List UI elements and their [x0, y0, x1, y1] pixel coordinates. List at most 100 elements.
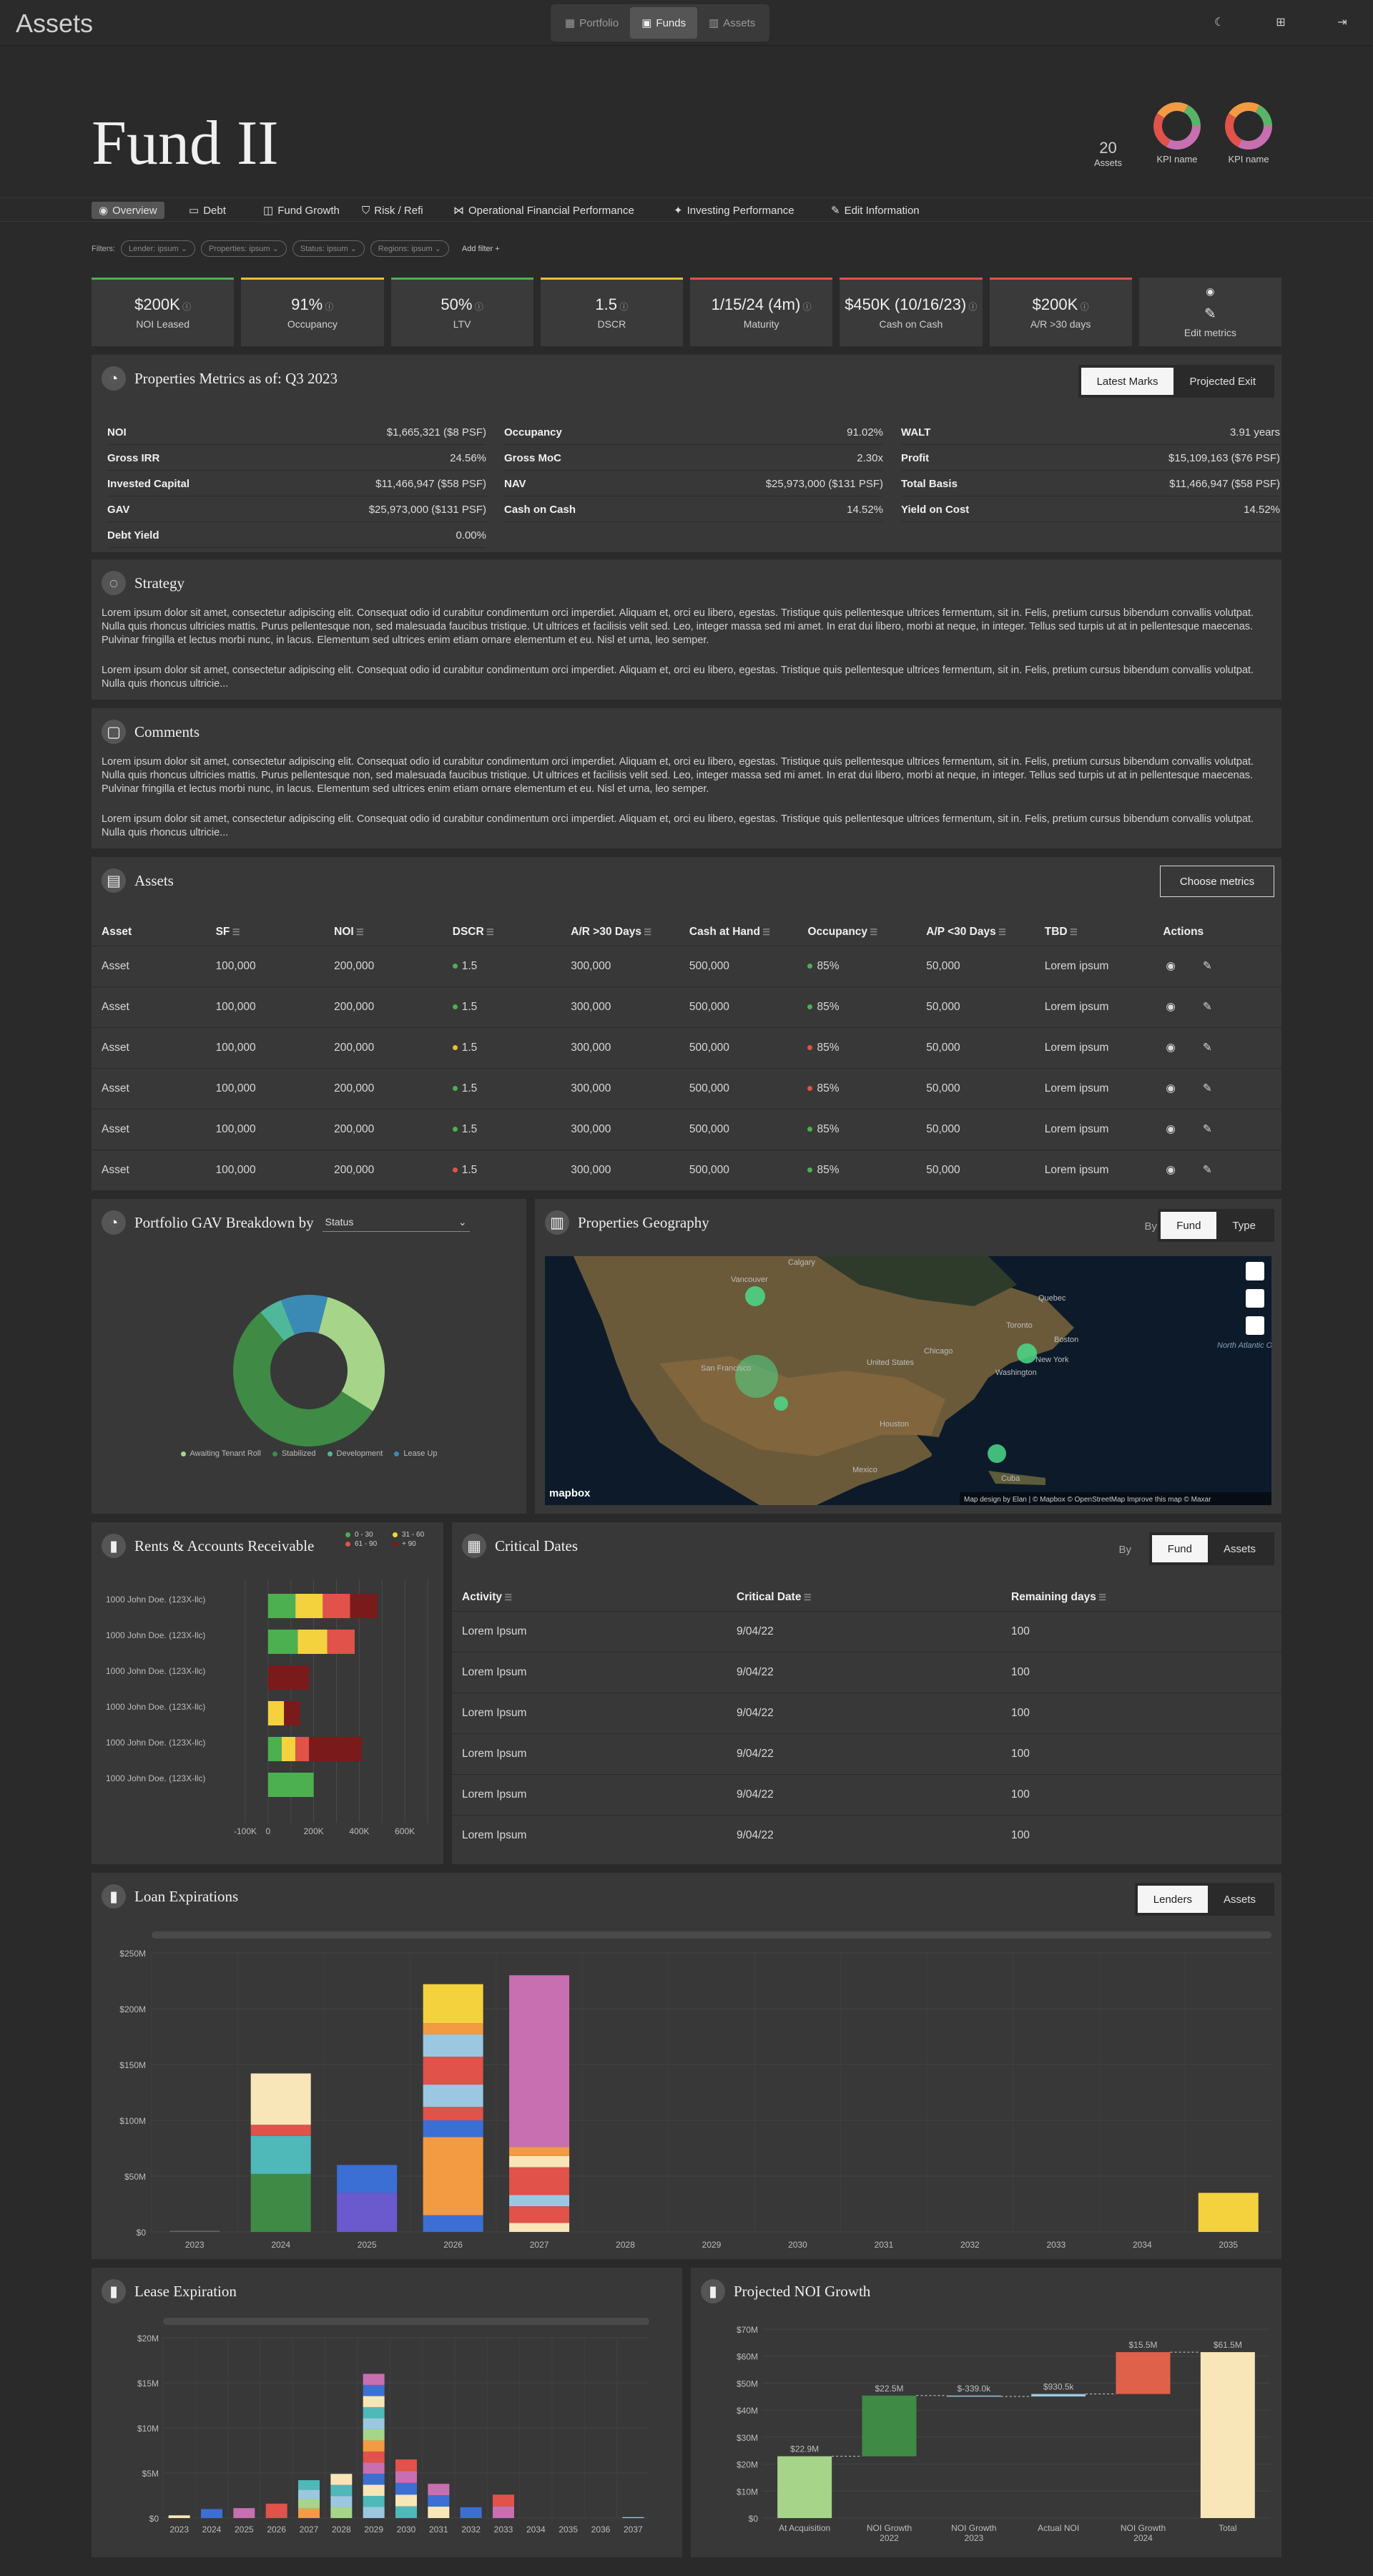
- column-header[interactable]: Activity ☰: [452, 1584, 727, 1611]
- bar-segment[interactable]: [363, 2451, 385, 2463]
- projected-exit-button[interactable]: Projected Exit: [1189, 375, 1256, 388]
- info-icon[interactable]: ⓘ: [966, 302, 978, 312]
- choose-metrics-button[interactable]: Choose metrics: [1160, 866, 1274, 897]
- bar-segment[interactable]: [363, 2507, 385, 2518]
- table-row[interactable]: Lorem Ipsum 9/04/22 100: [452, 1773, 1281, 1815]
- bar-segment[interactable]: [267, 1665, 310, 1690]
- pencil-icon[interactable]: ✎: [1202, 960, 1212, 972]
- bar-segment[interactable]: [509, 2195, 570, 2207]
- column-header[interactable]: TBD ☰: [1035, 919, 1153, 946]
- bar-segment[interactable]: [395, 2494, 417, 2507]
- bar-segment[interactable]: [267, 1701, 285, 1725]
- latest-marks-button[interactable]: Latest Marks: [1081, 368, 1174, 395]
- pencil-icon[interactable]: ✎: [1204, 306, 1216, 322]
- tab-overview[interactable]: ◉ Overview: [92, 202, 164, 219]
- bar-segment[interactable]: [298, 2480, 320, 2490]
- column-header[interactable]: Actions: [1153, 919, 1281, 946]
- locate-icon[interactable]: [1246, 1289, 1264, 1308]
- bar-segment[interactable]: [309, 1737, 362, 1761]
- bar-segment[interactable]: [363, 2440, 385, 2452]
- waterfall-bar[interactable]: [777, 2456, 832, 2518]
- bar-segment[interactable]: [493, 2494, 514, 2507]
- waterfall-bar[interactable]: [1031, 2394, 1086, 2397]
- bar-segment[interactable]: [363, 2384, 385, 2396]
- switch-portfolio[interactable]: ▦ Portfolio: [553, 7, 630, 39]
- table-row[interactable]: Asset 100,000 200,000 1.5 300,000 500,000 85% 5…: [92, 1108, 1281, 1150]
- bar-segment[interactable]: [423, 2215, 483, 2232]
- bar-segment[interactable]: [298, 2508, 320, 2518]
- info-icon[interactable]: ⓘ: [179, 302, 192, 312]
- layers-icon[interactable]: [1246, 1316, 1264, 1335]
- bar-segment[interactable]: [395, 2506, 417, 2518]
- bar-segment[interactable]: [363, 2418, 385, 2429]
- bar-segment[interactable]: [327, 1630, 355, 1654]
- filter-status[interactable]: Status: ipsum ⌄: [292, 240, 365, 257]
- bar-segment[interactable]: [233, 2508, 255, 2518]
- column-header[interactable]: SF ☰: [206, 919, 325, 946]
- switch-assets[interactable]: ▥ Assets: [697, 7, 767, 39]
- table-row[interactable]: Asset 100,000 200,000 1.5 300,000 500,000 85% 5…: [92, 1067, 1281, 1109]
- sort-icon[interactable]: ☰: [759, 926, 771, 937]
- bar-segment[interactable]: [265, 2503, 287, 2518]
- bar-segment[interactable]: [423, 1984, 483, 2024]
- edit-metrics-link[interactable]: Edit metrics: [1183, 327, 1236, 338]
- bar-segment[interactable]: [395, 2471, 417, 2483]
- tab-fund-growth[interactable]: ◫ Fund Growth: [256, 202, 347, 219]
- bar-segment[interactable]: [509, 2147, 570, 2156]
- info-icon[interactable]: ⓘ: [617, 302, 629, 312]
- bar-segment[interactable]: [250, 2073, 311, 2125]
- bar-segment[interactable]: [423, 2120, 483, 2137]
- eye-icon[interactable]: ◉: [1166, 960, 1176, 972]
- bar-segment[interactable]: [284, 1701, 300, 1725]
- sort-icon[interactable]: ☰: [1096, 1592, 1106, 1602]
- eye-icon[interactable]: ◉: [1166, 1042, 1176, 1054]
- filter-properties[interactable]: Properties: ipsum ⌄: [201, 240, 287, 257]
- zoom-slider[interactable]: [152, 1931, 1271, 1939]
- tab-investing[interactable]: ✦ Investing Performance: [666, 202, 802, 219]
- moon-icon[interactable]: ☾: [1214, 16, 1225, 29]
- bar-segment[interactable]: [423, 2137, 483, 2215]
- pencil-icon[interactable]: ✎: [1202, 1164, 1212, 1177]
- bar-segment[interactable]: [267, 1630, 298, 1654]
- bar-segment[interactable]: [363, 2406, 385, 2419]
- bar-segment[interactable]: [493, 2506, 514, 2518]
- tab-operational[interactable]: ⋈ Operational Financial Performance: [446, 202, 641, 219]
- map-marker[interactable]: [774, 1396, 788, 1411]
- grid-icon[interactable]: ⊞: [1276, 16, 1286, 29]
- bar-segment[interactable]: [363, 2429, 385, 2441]
- sort-icon[interactable]: ☰: [502, 1592, 513, 1602]
- sort-icon[interactable]: ☰: [641, 926, 652, 937]
- donut-slice[interactable]: [232, 1312, 373, 1446]
- map-marker[interactable]: [988, 1444, 1006, 1463]
- bar-segment[interactable]: [330, 2474, 353, 2485]
- table-row[interactable]: Asset 100,000 200,000 1.5 300,000 500,000 85% 5…: [92, 986, 1281, 1027]
- geography-map[interactable]: Calgary Vancouver Quebec Toronto Boston …: [545, 1256, 1271, 1505]
- bar-segment[interactable]: [423, 2057, 483, 2085]
- eye-icon[interactable]: ◉: [1166, 1082, 1176, 1094]
- geo-type-button[interactable]: Type: [1232, 1219, 1256, 1232]
- donut-slice[interactable]: [260, 1300, 295, 1341]
- bar-segment[interactable]: [363, 2495, 385, 2507]
- pencil-icon[interactable]: ✎: [1202, 1001, 1212, 1013]
- bar-segment[interactable]: [1198, 2193, 1259, 2232]
- bar-segment[interactable]: [363, 2484, 385, 2496]
- bar-segment[interactable]: [509, 2155, 570, 2168]
- bar-segment[interactable]: [363, 2473, 385, 2485]
- add-filter-button[interactable]: Add filter +: [461, 244, 500, 253]
- bar-segment[interactable]: [330, 2496, 353, 2507]
- bar-segment[interactable]: [330, 2484, 353, 2497]
- bar-segment[interactable]: [298, 2499, 320, 2509]
- table-row[interactable]: Lorem Ipsum 9/04/22 100: [452, 1610, 1281, 1652]
- sort-icon[interactable]: ☰: [867, 926, 878, 937]
- bar-segment[interactable]: [423, 2023, 483, 2034]
- bar-segment[interactable]: [428, 2495, 450, 2507]
- column-header[interactable]: Critical Date ☰: [727, 1584, 1001, 1611]
- bar-segment[interactable]: [337, 2165, 398, 2193]
- column-header[interactable]: Asset: [92, 919, 206, 946]
- bar-segment[interactable]: [350, 1594, 378, 1618]
- eye-icon[interactable]: ◉: [1166, 1123, 1176, 1135]
- zoom-slider[interactable]: [163, 2318, 649, 2325]
- eye-icon[interactable]: ◉: [1166, 1164, 1176, 1177]
- column-header[interactable]: DSCR ☰: [443, 919, 561, 946]
- bar-segment[interactable]: [323, 1594, 350, 1618]
